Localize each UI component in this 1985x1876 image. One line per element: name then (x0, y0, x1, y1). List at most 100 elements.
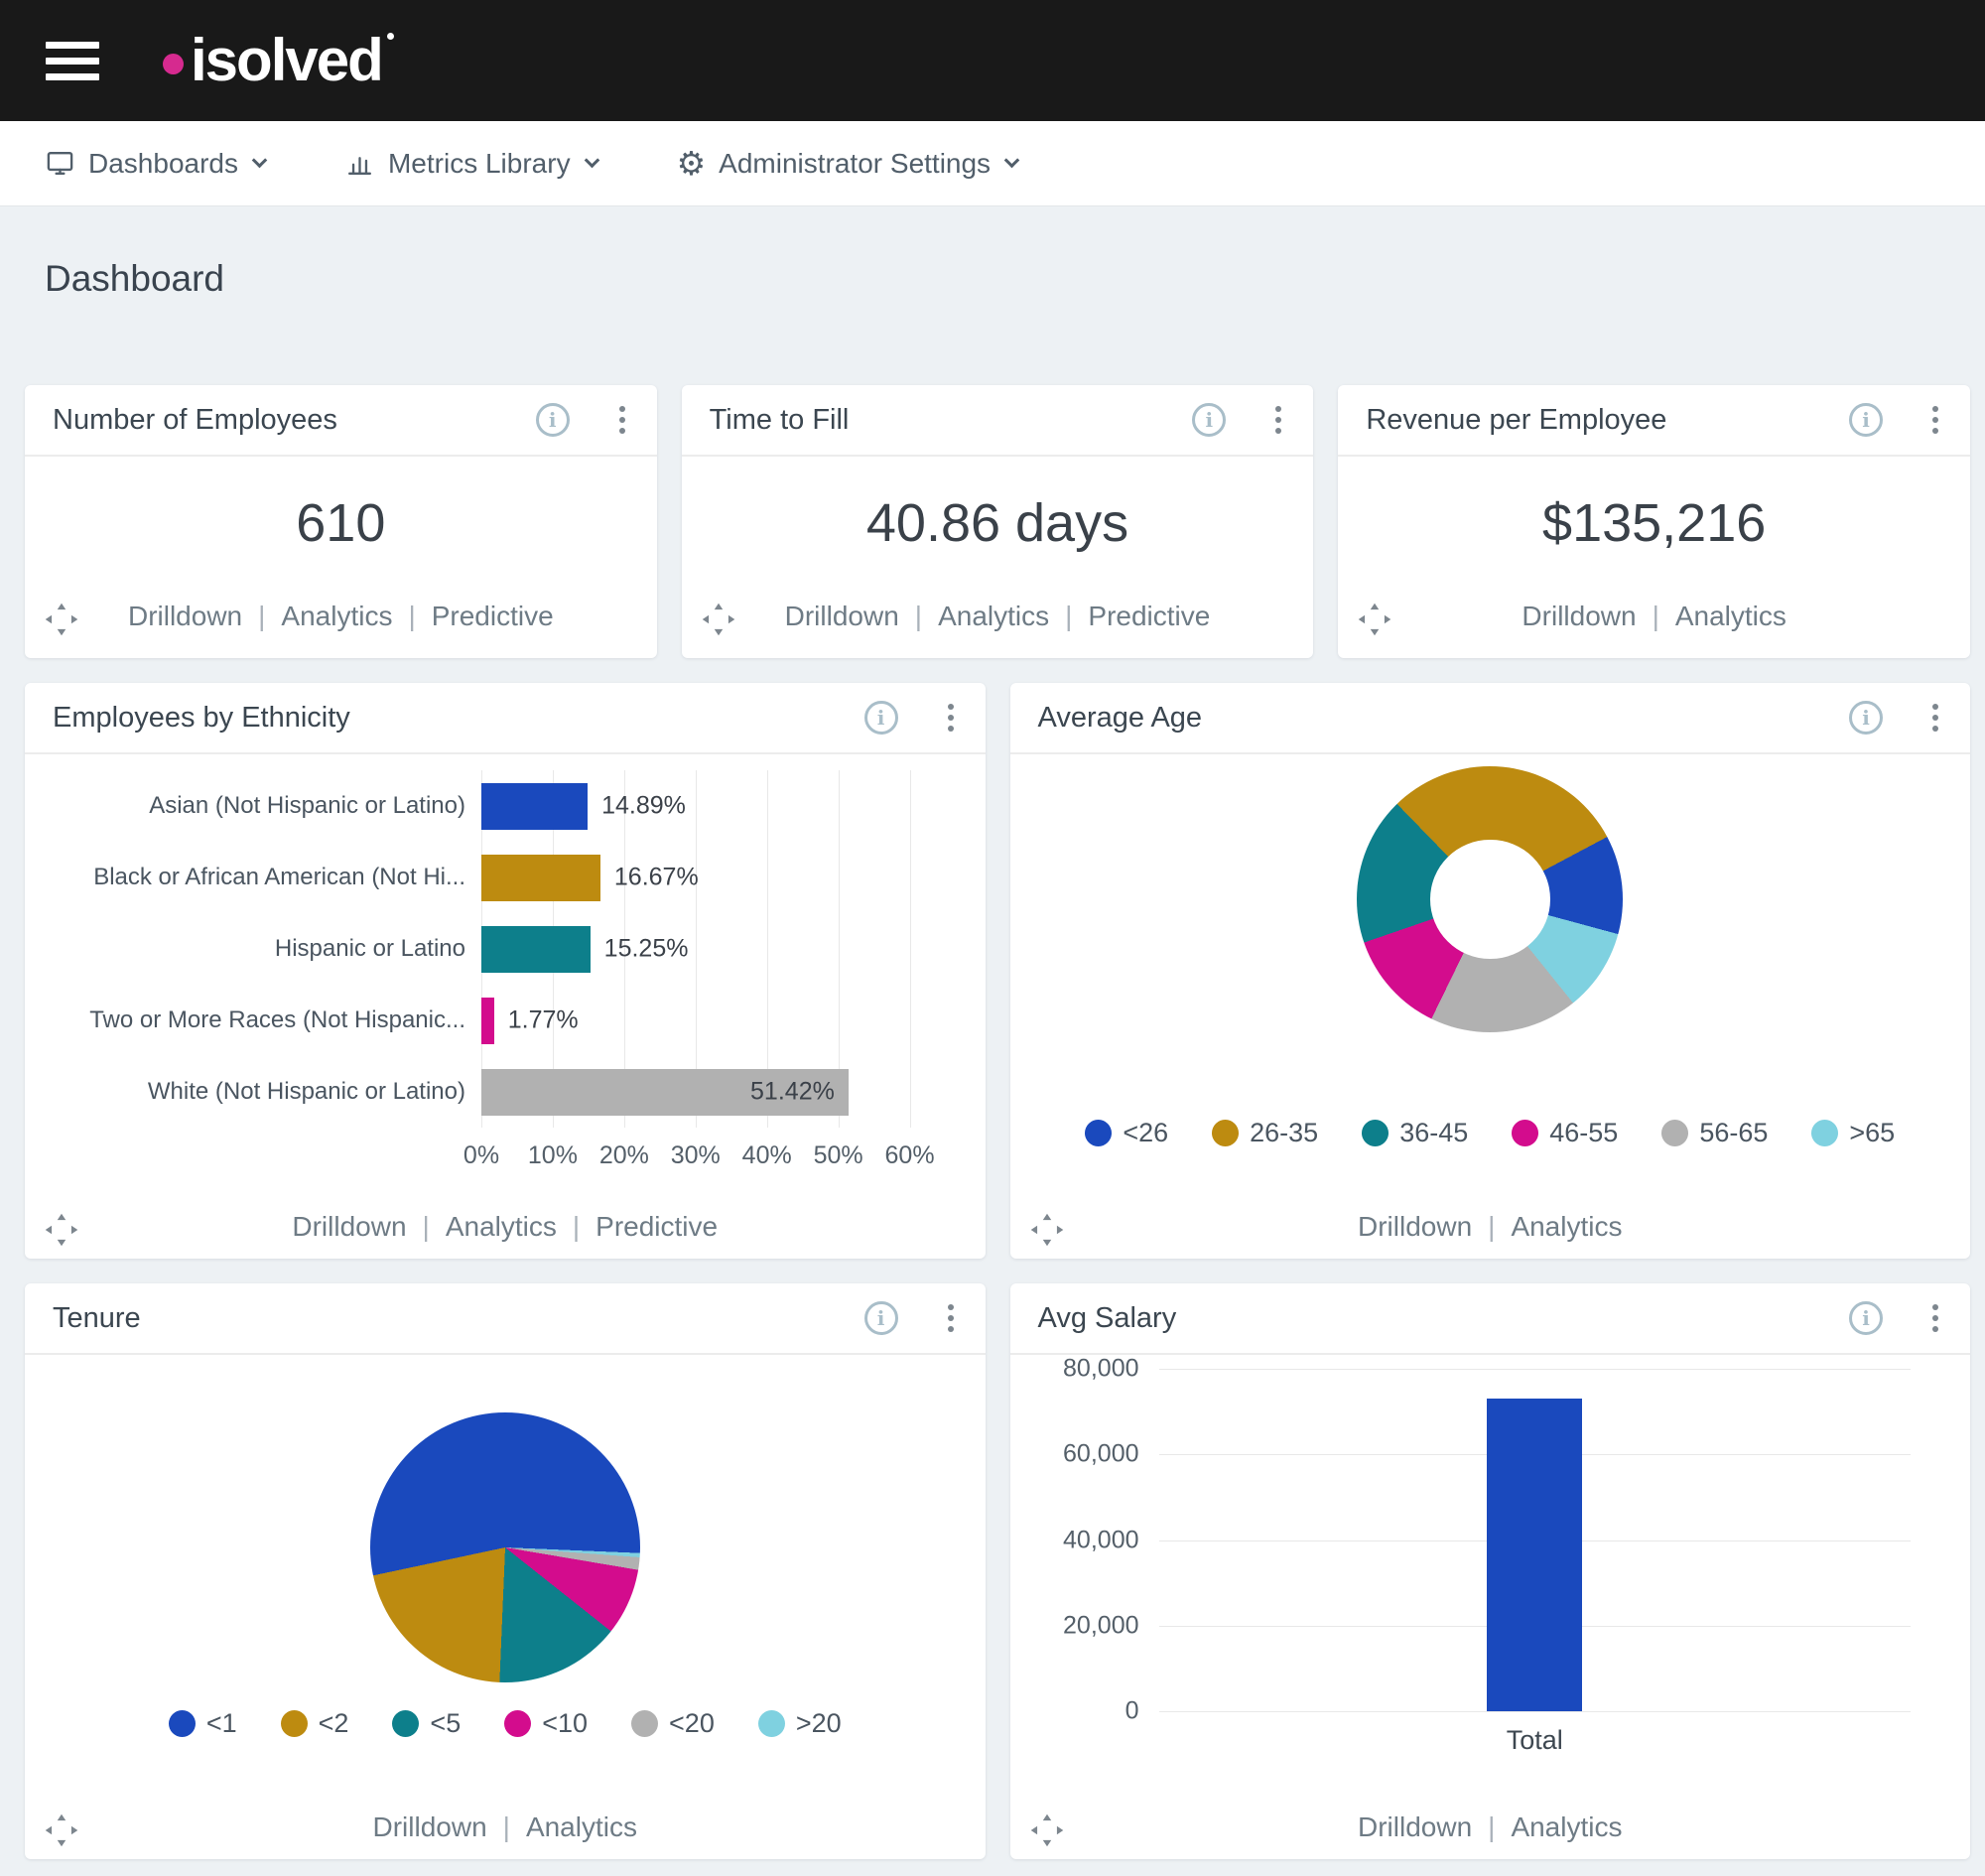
link-analytics[interactable]: Analytics (1511, 1811, 1623, 1842)
legend-item[interactable]: <2 (280, 1708, 348, 1739)
nav-item-administrator-settings[interactable]: ⚙ Administrator Settings (676, 144, 1020, 183)
link-analytics[interactable]: Analytics (525, 1811, 637, 1842)
move-handle-icon[interactable] (45, 1213, 78, 1247)
link-drilldown[interactable]: Drilldown (127, 601, 243, 631)
kebab-menu-icon[interactable] (1928, 700, 1942, 736)
link-separator: | (1065, 601, 1073, 631)
kpi-body: $135,216 (1338, 457, 1970, 589)
link-analytics[interactable]: Analytics (1511, 1211, 1623, 1242)
revenue-per-employee-title: Revenue per Employee (1366, 403, 1667, 436)
legend-item[interactable]: 46-55 (1512, 1118, 1618, 1148)
link-drilldown[interactable]: Drilldown (1358, 1211, 1473, 1242)
move-handle-icon[interactable] (1030, 1213, 1064, 1247)
link-predictive[interactable]: Predictive (431, 601, 554, 631)
bar-row: 15.25% (481, 913, 946, 985)
move-handle-icon[interactable] (45, 1813, 78, 1847)
chart-area: Asian (Not Hispanic or Latino) Black or A… (25, 754, 986, 1189)
link-drilldown[interactable]: Drilldown (292, 1211, 407, 1242)
employees-by-ethnicity-card: Employees by Ethnicity i Drilldown | Analyti… (25, 683, 986, 1259)
nav-item-dashboards[interactable]: Dashboards (45, 148, 268, 180)
move-handle-icon[interactable] (1030, 1813, 1064, 1847)
info-icon[interactable]: i (1849, 1301, 1883, 1335)
chevron-down-icon (1003, 152, 1020, 169)
bar[interactable] (481, 1068, 849, 1116)
y-tick-label: 60,000 (1063, 1439, 1139, 1468)
gear-icon: ⚙ (676, 144, 707, 183)
legend-item[interactable]: <26 (1085, 1118, 1168, 1148)
link-drilldown[interactable]: Drilldown (1522, 601, 1637, 631)
info-icon[interactable]: i (863, 1301, 898, 1335)
chart-area: 80,000 60,000 40,000 20,000 0 Total (1010, 1355, 1971, 1790)
bar[interactable] (481, 925, 591, 973)
card-actions: i (863, 1300, 958, 1336)
legend-label: <20 (669, 1708, 715, 1738)
kebab-dot (1932, 1304, 1938, 1310)
link-analytics[interactable]: Analytics (445, 1211, 557, 1242)
legend-label: >65 (1849, 1118, 1896, 1147)
chart-grid: Employees by Ethnicity i Drilldown | Analyti… (25, 683, 1970, 1859)
nav-item-metrics-library[interactable]: Metrics Library (344, 148, 599, 180)
kebab-menu-icon[interactable] (615, 402, 629, 438)
legend-dot-icon (1212, 1120, 1240, 1146)
legend-item[interactable]: <10 (504, 1708, 588, 1739)
info-icon[interactable]: i (1192, 403, 1227, 437)
link-analytics[interactable]: Analytics (938, 601, 1050, 631)
hamburger-menu-icon[interactable] (40, 36, 105, 86)
pie-chart[interactable] (369, 1412, 640, 1682)
info-icon[interactable]: i (535, 403, 570, 437)
bar[interactable] (481, 782, 589, 830)
link-analytics[interactable]: Analytics (281, 601, 393, 631)
legend-dot-icon (1085, 1120, 1113, 1146)
card-header: Avg Salary i (1009, 1283, 1970, 1355)
link-separator: | (422, 1211, 430, 1242)
move-handle-icon[interactable] (1358, 603, 1391, 636)
logo-dot-icon (163, 53, 184, 74)
bar[interactable] (481, 997, 494, 1044)
x-axis: 0% 10% 20% 30% 40% 50% 60% (463, 1134, 946, 1175)
card-header: Number of Employees i (25, 385, 657, 457)
y-tick-label: 20,000 (1063, 1611, 1139, 1640)
card-actions: i (1849, 402, 1942, 438)
gridline (1158, 1369, 1911, 1370)
info-icon[interactable]: i (863, 701, 898, 735)
legend-item[interactable]: >20 (757, 1708, 842, 1739)
donut-chart[interactable] (1357, 766, 1624, 1032)
kebab-menu-icon[interactable] (944, 1300, 958, 1336)
card-footer: Drilldown | Analytics (25, 1811, 986, 1843)
bar[interactable] (1487, 1399, 1583, 1711)
legend-item[interactable]: <1 (168, 1708, 237, 1739)
card-footer: Drilldown | Analytics (1338, 601, 1970, 632)
card-header: Employees by Ethnicity i (25, 683, 986, 754)
link-analytics[interactable]: Analytics (1674, 601, 1786, 631)
gridline (909, 770, 911, 1128)
link-drilldown[interactable]: Drilldown (784, 601, 899, 631)
bar-row: 14.89% (481, 770, 946, 842)
info-icon[interactable]: i (1849, 403, 1883, 437)
gridline (1158, 1711, 1911, 1712)
legend-item[interactable]: 26-35 (1212, 1118, 1318, 1148)
link-drilldown[interactable]: Drilldown (372, 1811, 487, 1842)
legend-item[interactable]: >65 (1811, 1118, 1895, 1148)
legend-item[interactable]: <20 (631, 1708, 715, 1739)
kebab-menu-icon[interactable] (1928, 1300, 1942, 1336)
link-predictive[interactable]: Predictive (1088, 601, 1211, 631)
legend-item[interactable]: 56-65 (1661, 1118, 1768, 1148)
move-handle-icon[interactable] (45, 603, 78, 636)
kebab-menu-icon[interactable] (1928, 402, 1942, 438)
kebab-dot (947, 726, 954, 732)
link-predictive[interactable]: Predictive (596, 1211, 719, 1242)
legend-item[interactable]: 36-45 (1362, 1118, 1468, 1148)
info-icon[interactable]: i (1849, 701, 1883, 735)
card-actions: i (1192, 402, 1285, 438)
move-handle-icon[interactable] (702, 603, 735, 636)
kebab-menu-icon[interactable] (944, 700, 958, 736)
legend-item[interactable]: <5 (392, 1708, 461, 1739)
legend-dot-icon (168, 1710, 196, 1737)
card-actions: i (1849, 1300, 1942, 1336)
link-drilldown[interactable]: Drilldown (1358, 1811, 1473, 1842)
bar[interactable] (481, 854, 600, 901)
hbar-chart: Asian (Not Hispanic or Latino) Black or A… (25, 754, 986, 1128)
card-footer: Drilldown | Analytics (1010, 1811, 1971, 1843)
kebab-menu-icon[interactable] (1271, 402, 1285, 438)
legend-label: >20 (795, 1708, 842, 1738)
